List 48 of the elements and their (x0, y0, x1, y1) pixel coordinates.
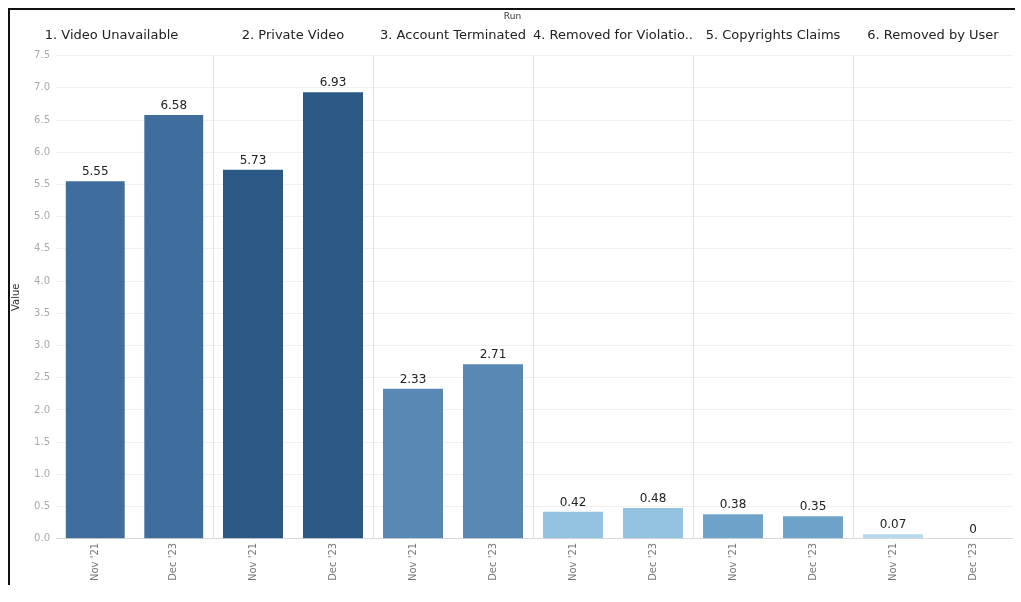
y-tick-label: 1.0 (34, 467, 50, 479)
y-axis-title: Value (9, 283, 21, 311)
y-tick-label: 4.5 (34, 242, 50, 254)
y-tick-label: 2.0 (34, 403, 50, 415)
data-label: 0.38 (719, 497, 747, 512)
data-label: 0.35 (799, 499, 827, 514)
y-tick-label: 5.0 (34, 210, 50, 222)
chart-title: 1. Video Unavailable (44, 27, 179, 43)
data-label: 5.55 (81, 164, 109, 179)
y-tick-label: 6.5 (34, 113, 50, 125)
x-tick-label: Nov '21 (88, 542, 100, 581)
x-tick-label: Nov '21 (566, 542, 578, 581)
x-tick-label: Dec '23 (966, 542, 978, 581)
x-tick-label: Nov '21 (886, 542, 898, 581)
y-tick-label: 7.0 (34, 81, 50, 93)
y-tick-label: 2.5 (34, 371, 50, 383)
y-tick-label: 7.5 (34, 49, 50, 61)
text: Run (503, 11, 522, 21)
chart-title: 5. Copyrights Claims (705, 27, 841, 43)
chart-title: 4. Removed for Violatio.. (533, 27, 693, 43)
data-label: 0 (969, 521, 977, 536)
x-tick-label: Dec '23 (167, 542, 179, 581)
y-tick-label: 3.5 (34, 306, 50, 318)
x-tick-label: Nov '21 (406, 542, 418, 581)
y-tick-label: 6.0 (34, 145, 50, 157)
y-tick-label: 1.5 (34, 435, 50, 447)
y-tick-label: 0.0 (34, 532, 50, 544)
data-label: 6.58 (160, 98, 188, 112)
y-tick-label: 4.0 (34, 274, 50, 286)
data-label: 0.07 (879, 517, 907, 532)
data-label: 2.33 (399, 371, 427, 386)
chart-title: 2. Private Video (241, 27, 345, 43)
data-label: 6.93 (319, 75, 347, 90)
x-tick-label: Nov '21 (726, 542, 738, 581)
data-label: 0.48 (639, 491, 667, 506)
x-tick-label: Dec '23 (646, 542, 658, 581)
y-tick-label: 5.5 (34, 178, 50, 190)
y-tick-label: 0.5 (34, 500, 50, 512)
data-label: 2.71 (479, 347, 507, 362)
x-tick-label: Nov '21 (246, 542, 258, 581)
y-tick-label: 3.0 (34, 339, 50, 351)
x-tick-label: Dec '23 (326, 542, 338, 581)
chart-title: 6. Removed by User (867, 27, 1000, 43)
data-label: 5.73 (239, 152, 267, 167)
data-label: 0.42 (559, 494, 587, 509)
x-tick-label: Dec '23 (486, 542, 498, 581)
x-tick-label: Dec '23 (806, 542, 818, 581)
chart-title: 3. Account Terminated (380, 27, 526, 43)
